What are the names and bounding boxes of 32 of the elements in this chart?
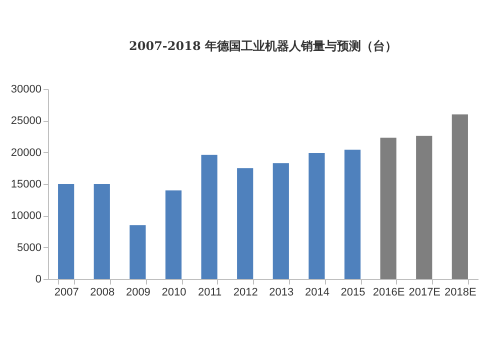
y-tick-label: 10000 [10,210,42,222]
x-tick-label: 2017E [408,286,441,298]
x-tick-label: 2011 [198,286,222,298]
chart-title: 2007-2018 年德国工业机器人销量与预测（台） [129,39,397,53]
bar [272,163,289,279]
bar [380,138,396,279]
bar [416,136,432,279]
x-tick-label: 2008 [90,286,115,298]
bar [237,168,254,279]
bar [58,184,74,279]
bar [452,114,468,279]
y-tick-label: 30000 [10,84,42,96]
bar [344,150,361,279]
bar [165,190,182,279]
x-tick-label: 2018E [444,286,476,298]
bar [201,154,218,279]
x-tick-label: 2009 [126,286,150,298]
x-tick-label: 2015 [340,286,366,298]
bar [94,184,110,279]
y-tick-label: 5000 [17,242,42,254]
y-tick-label: 25000 [10,115,42,128]
x-tick-label: 2016E [372,286,405,298]
x-tick-label: 2013 [269,286,294,298]
x-tick-label: 2012 [233,286,258,298]
y-tick-label: 15000 [10,178,42,190]
x-tick-label: 2014 [304,286,330,298]
y-tick-label: 0 [35,274,42,286]
x-tick-label: 2010 [162,286,186,298]
x-tick-label: 2007 [54,286,79,298]
bar [308,152,325,279]
y-tick-label: 20000 [10,146,42,159]
bar [130,225,146,279]
